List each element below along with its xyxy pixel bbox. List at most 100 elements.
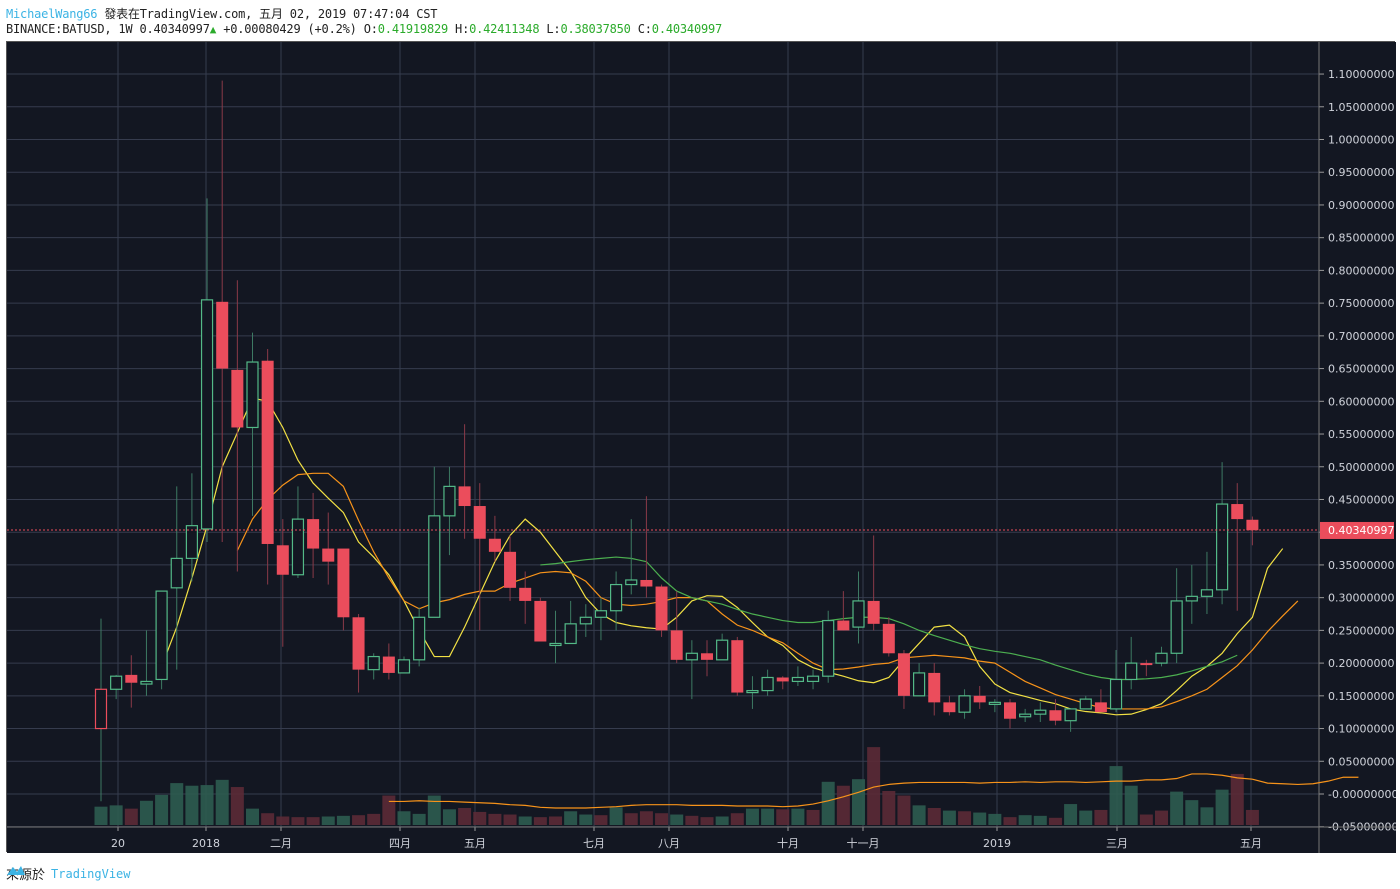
y-axis-label: 0.75000000: [1328, 297, 1394, 310]
high-value: 0.42411348: [469, 22, 540, 36]
candle-body: [261, 360, 274, 544]
volume-bar: [1245, 809, 1259, 825]
candle-body: [1246, 519, 1259, 531]
y-axis-label: 0.15000000: [1328, 690, 1394, 703]
close-label: C:: [637, 22, 652, 36]
candle-body: [716, 639, 729, 661]
candle-body: [670, 630, 683, 660]
y-axis-label: 0.80000000: [1328, 264, 1394, 277]
volume-bar: [276, 816, 290, 825]
candle-body: [701, 653, 713, 660]
volume-bar: [1230, 773, 1244, 825]
y-axis-label: 0.55000000: [1328, 428, 1394, 441]
tradingview-logo-icon: [7, 866, 25, 875]
candle-body: [443, 485, 456, 517]
y-axis-label: 0.90000000: [1328, 199, 1394, 212]
volume-bar: [473, 811, 487, 825]
candle-body: [761, 676, 774, 692]
candle-body: [216, 301, 229, 369]
x-axis-label: 五月: [464, 837, 486, 850]
volume-bar: [427, 795, 441, 825]
volume-bar: [139, 800, 153, 825]
candle-body: [1004, 702, 1016, 719]
volume-bar: [1185, 800, 1199, 825]
candle-body: [428, 515, 441, 618]
volume-bar: [109, 805, 123, 825]
y-axis-label: 0.35000000: [1328, 559, 1394, 572]
volume-bar: [397, 811, 411, 825]
volume-bar: [518, 816, 532, 825]
candle-body: [397, 659, 411, 674]
volume-bar: [639, 811, 653, 825]
volume-bar: [700, 817, 714, 825]
candle-body: [1185, 595, 1198, 602]
candle-body: [1064, 708, 1077, 722]
volume-bar: [185, 785, 199, 825]
candle-body: [746, 689, 759, 694]
candle-body: [776, 677, 789, 682]
open-label: O:: [363, 22, 378, 36]
volume-bar: [942, 810, 956, 825]
volume-bar: [594, 815, 608, 825]
volume-bar: [958, 811, 972, 825]
x-axis-label: 八月: [658, 837, 680, 850]
candle-body: [458, 486, 471, 507]
candle-body: [1019, 713, 1032, 718]
candle-body: [1079, 698, 1092, 710]
candle-body: [352, 617, 365, 670]
publish-info: MichaelWang66 發表在TradingView.com, 五月 02,…: [6, 5, 438, 22]
volume-bar: [170, 783, 184, 825]
current-price-tag: [1320, 521, 1394, 539]
symbol-info-bar: BINANCE:BATUSD, 1W 0.40340997▲ +0.000804…: [6, 22, 722, 36]
volume-bar: [806, 809, 820, 825]
y-axis-label: 0.60000000: [1328, 395, 1394, 408]
footer: 來源於 TradingView: [6, 864, 131, 883]
candle-body: [125, 674, 138, 683]
candle-body: [1034, 709, 1047, 715]
volume-bar: [927, 807, 941, 825]
last-price: 0.40340997: [139, 22, 210, 36]
volume-bar: [1079, 810, 1093, 825]
candle-body: [200, 299, 214, 530]
x-axis-label: 20: [111, 837, 125, 850]
volume-bar: [791, 808, 805, 825]
volume-bar: [912, 805, 926, 825]
chart-panel[interactable]: 1.10000000 1.05000000 1.00000000 0.95000000…: [6, 41, 1396, 853]
price-change: +0.00080429 (+0.2%): [223, 22, 357, 36]
volume-bar: [1139, 814, 1153, 825]
y-axis-label: 0.30000000: [1328, 592, 1394, 605]
volume-bar: [261, 813, 275, 825]
candle-body: [1094, 702, 1107, 713]
candle-body: [504, 551, 517, 588]
y-axis-label: -0.00000000: [1328, 788, 1396, 801]
volume-bar: [715, 816, 729, 825]
candle-body: [231, 369, 244, 428]
author-link[interactable]: MichaelWang66: [6, 7, 98, 21]
candle-body: [882, 623, 895, 654]
candle-body: [519, 587, 532, 601]
tradingview-link[interactable]: TradingView: [7, 866, 131, 881]
candle-body: [110, 675, 123, 690]
volume-bar: [503, 814, 517, 825]
candlestick-chart[interactable]: 1.10000000 1.05000000 1.00000000 0.95000000…: [7, 42, 1396, 853]
candle-body: [1231, 504, 1244, 520]
y-axis-label: 0.70000000: [1328, 330, 1394, 343]
volume-bar: [821, 781, 835, 825]
volume-bar: [1155, 810, 1168, 825]
y-axis-label: 0.20000000: [1328, 657, 1394, 670]
x-axis-label: 十月: [777, 836, 799, 850]
volume-bar: [1018, 815, 1032, 825]
candle-body: [579, 616, 592, 625]
candle-body: [731, 640, 744, 693]
candle-body: [822, 619, 835, 677]
candle-body: [609, 583, 623, 612]
candle-body: [307, 519, 320, 549]
candle-body: [837, 620, 850, 631]
candle-body: [867, 600, 880, 624]
symbol-label: BINANCE:BATUSD, 1W: [6, 22, 133, 36]
candle-body: [988, 701, 1001, 705]
x-axis-label: 四月: [389, 837, 411, 850]
volume-bar: [867, 747, 881, 825]
candle-body: [685, 652, 698, 661]
volume-bar: [321, 816, 335, 825]
